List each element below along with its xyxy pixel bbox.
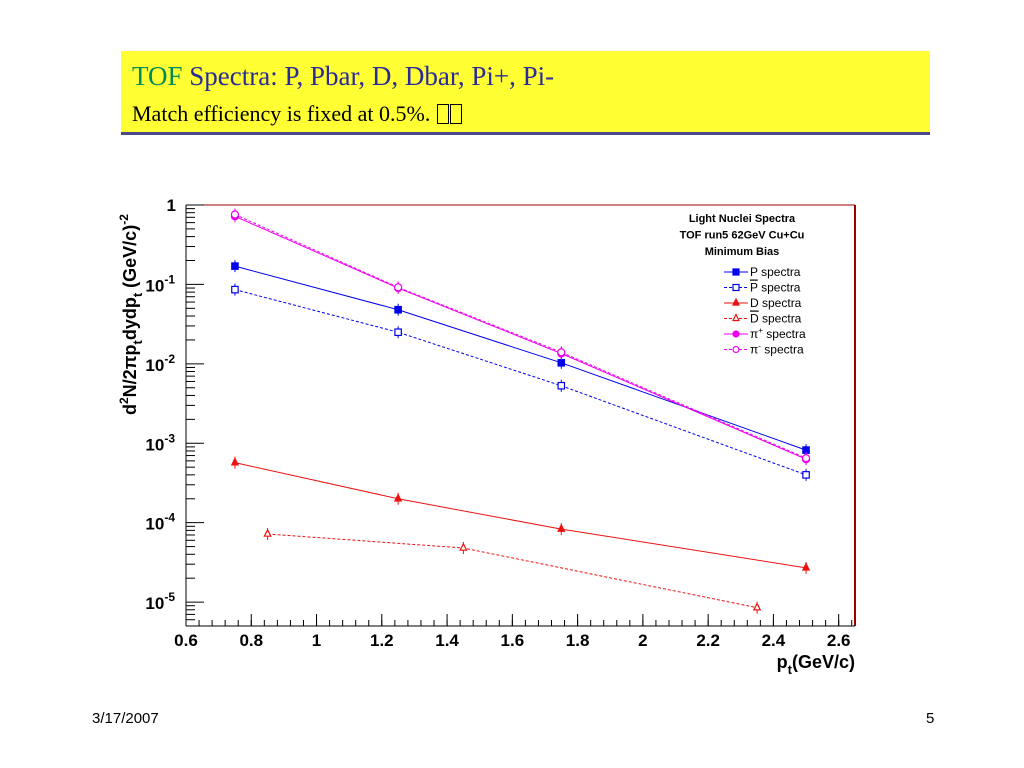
legend-header-line: Minimum Bias bbox=[705, 246, 780, 258]
x-tick-label: 1 bbox=[312, 631, 321, 650]
data-point-marker bbox=[231, 285, 239, 294]
data-point-marker bbox=[394, 283, 403, 292]
x-tick-label: 0.6 bbox=[174, 631, 198, 650]
x-tick-label: 2.4 bbox=[762, 631, 786, 650]
legend-entry-label: P spectra bbox=[750, 281, 801, 295]
data-point-marker bbox=[394, 305, 402, 314]
data-point-marker bbox=[732, 345, 740, 354]
data-point-marker bbox=[732, 313, 740, 322]
legend-entry-label: D spectra bbox=[750, 296, 802, 310]
data-point-marker bbox=[801, 562, 811, 571]
legend-header-line: Light Nuclei Spectra bbox=[689, 213, 796, 225]
data-point-marker bbox=[732, 330, 740, 338]
x-tick-label: 1.2 bbox=[370, 631, 394, 650]
data-point-marker bbox=[263, 528, 272, 537]
slide-title-accent: TOF bbox=[132, 61, 183, 91]
x-tick-label: 0.8 bbox=[239, 631, 263, 650]
y-tick-label: 10-1 bbox=[145, 272, 175, 295]
series-2 bbox=[230, 456, 811, 574]
legend-entry-label: D spectra bbox=[750, 312, 802, 326]
data-point-marker bbox=[557, 381, 566, 390]
y-tick-label: 10-2 bbox=[145, 352, 175, 375]
missing-glyph-icon bbox=[449, 104, 462, 124]
data-point-marker bbox=[557, 359, 566, 367]
data-point-marker bbox=[732, 268, 740, 276]
slide-title-box: TOF Spectra: P, Pbar, D, Dbar, Pi+, Pi- … bbox=[121, 51, 930, 135]
data-point-marker bbox=[557, 348, 566, 357]
plot-area bbox=[186, 205, 855, 626]
missing-glyph-icon bbox=[436, 104, 449, 124]
series-line bbox=[234, 214, 807, 459]
x-tick-label: 2.6 bbox=[827, 631, 851, 650]
data-point-marker bbox=[557, 523, 566, 532]
data-point-marker bbox=[732, 297, 740, 306]
slide-subtitle: Match efficiency is fixed at 0.5%. bbox=[132, 101, 462, 127]
data-point-marker bbox=[459, 542, 468, 551]
data-point-marker bbox=[393, 493, 403, 502]
data-point-marker bbox=[801, 454, 811, 463]
data-point-marker bbox=[230, 210, 240, 219]
y-tick-label: 1 bbox=[167, 196, 176, 215]
slide-title: TOF Spectra: P, Pbar, D, Dbar, Pi+, Pi- bbox=[132, 61, 554, 92]
series-5 bbox=[230, 208, 811, 465]
data-point-marker bbox=[230, 457, 240, 466]
data-point-marker bbox=[802, 471, 810, 479]
y-axis-label: d2N/2πptdydpt (GeV/c)-2 bbox=[117, 214, 145, 415]
legend-header-line: TOF run5 62GeV Cu+Cu bbox=[680, 230, 805, 242]
series-3 bbox=[263, 528, 762, 614]
slide-subtitle-text: Match efficiency is fixed at 0.5%. bbox=[132, 101, 436, 126]
data-point-marker bbox=[732, 283, 740, 292]
legend-entry-label: π- spectra bbox=[750, 342, 804, 357]
data-point-marker bbox=[752, 602, 762, 611]
y-tick-label: 10-5 bbox=[145, 590, 175, 613]
y-tick-label: 10-3 bbox=[145, 431, 175, 454]
x-axis-label: pt(GeV/c) bbox=[777, 652, 855, 677]
series-1 bbox=[231, 283, 810, 481]
series-line bbox=[234, 462, 807, 569]
footer-date: 3/17/2007 bbox=[92, 710, 159, 727]
series-line bbox=[234, 289, 807, 476]
x-tick-label: 1.6 bbox=[501, 631, 525, 650]
y-tick-label: 10-4 bbox=[145, 511, 175, 534]
data-point-marker bbox=[231, 262, 239, 270]
footer-page-number: 5 bbox=[926, 710, 935, 727]
x-tick-label: 1.4 bbox=[435, 631, 459, 650]
x-tick-label: 2 bbox=[638, 631, 647, 650]
legend: Light Nuclei Spectra TOF run5 62GeV Cu+Cu… bbox=[680, 213, 806, 357]
legend-entry-label: π+ spectra bbox=[750, 326, 806, 341]
legend-entry-label: P spectra bbox=[750, 265, 801, 279]
data-point-marker bbox=[394, 328, 402, 337]
x-tick-label: 1.8 bbox=[566, 631, 590, 650]
slide-title-rest: Spectra: P, Pbar, D, Dbar, Pi+, Pi- bbox=[182, 61, 555, 91]
x-tick-label: 2.2 bbox=[696, 631, 720, 650]
series-line bbox=[234, 215, 807, 460]
